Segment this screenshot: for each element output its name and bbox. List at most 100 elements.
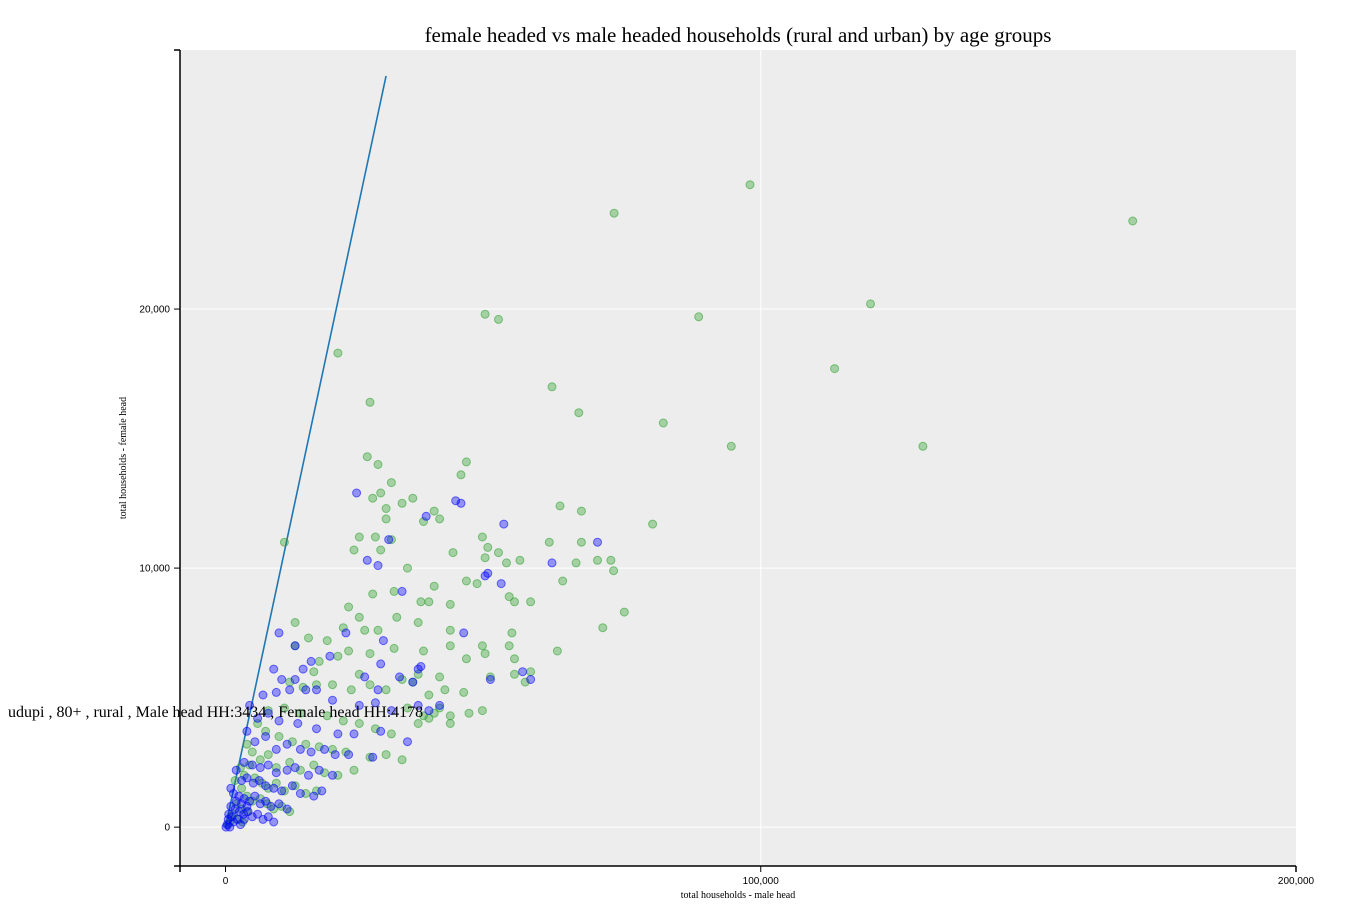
blue-point[interactable] (593, 537, 602, 547)
green-point[interactable] (381, 750, 391, 760)
blue-point[interactable] (261, 781, 271, 791)
green-point[interactable] (609, 566, 619, 576)
green-point[interactable] (309, 667, 319, 677)
blue-point[interactable] (435, 700, 445, 710)
blue-point[interactable] (231, 796, 241, 806)
green-point[interactable] (397, 675, 407, 684)
blue-point[interactable] (370, 698, 380, 708)
green-point[interactable] (419, 711, 428, 721)
green-point[interactable] (290, 781, 300, 791)
green-point[interactable] (648, 519, 658, 529)
green-point[interactable] (918, 441, 928, 451)
blue-point[interactable] (226, 783, 236, 793)
green-point[interactable] (389, 643, 399, 653)
green-point[interactable] (247, 747, 257, 757)
green-point[interactable] (354, 719, 364, 728)
series-green-points[interactable] (223, 180, 1138, 830)
blue-point[interactable] (395, 672, 404, 682)
green-point[interactable] (472, 579, 482, 589)
green-point[interactable] (381, 685, 391, 695)
blue-point[interactable] (221, 822, 231, 832)
blue-point[interactable] (250, 737, 260, 747)
green-point[interactable] (526, 597, 536, 607)
green-point[interactable] (477, 706, 487, 716)
green-point[interactable] (435, 514, 445, 524)
blue-point[interactable] (408, 677, 418, 687)
green-point[interactable] (255, 755, 265, 765)
blue-point[interactable] (266, 801, 276, 811)
blue-point[interactable] (247, 812, 257, 822)
blue-point[interactable] (282, 765, 292, 775)
blue-point[interactable] (349, 729, 359, 739)
green-point[interactable] (314, 742, 324, 752)
green-point[interactable] (576, 506, 586, 516)
blue-point[interactable] (295, 789, 305, 798)
blue-point[interactable] (499, 519, 509, 529)
green-point[interactable] (370, 724, 380, 734)
green-point[interactable] (274, 732, 284, 741)
green-point[interactable] (237, 783, 247, 793)
green-point[interactable] (419, 646, 428, 656)
blue-point[interactable] (282, 739, 292, 749)
green-point[interactable] (381, 514, 391, 524)
green-point[interactable] (386, 729, 396, 739)
blue-point[interactable] (306, 747, 316, 757)
green-point[interactable] (322, 636, 332, 646)
green-point[interactable] (365, 752, 375, 762)
green-point[interactable] (285, 757, 295, 767)
blue-point[interactable] (269, 817, 279, 827)
green-point[interactable] (494, 314, 503, 324)
green-point[interactable] (461, 457, 471, 467)
blue-point[interactable] (263, 812, 273, 822)
blue-point[interactable] (261, 732, 271, 741)
green-point[interactable] (510, 669, 519, 679)
green-point[interactable] (477, 641, 487, 651)
green-point[interactable] (459, 687, 469, 697)
green-point[interactable] (571, 558, 581, 568)
blue-point[interactable] (352, 488, 362, 498)
blue-point[interactable] (274, 716, 284, 726)
green-point[interactable] (381, 504, 391, 513)
green-point[interactable] (504, 641, 514, 651)
green-point[interactable] (290, 618, 300, 627)
blue-point[interactable] (485, 675, 495, 684)
blue-point[interactable] (328, 770, 337, 780)
green-point[interactable] (279, 786, 289, 796)
green-point[interactable] (429, 506, 439, 516)
blue-point[interactable] (287, 781, 297, 791)
blue-point[interactable] (263, 760, 273, 770)
blue-point[interactable] (333, 729, 343, 739)
green-point[interactable] (694, 312, 704, 322)
green-point[interactable] (547, 382, 557, 392)
blue-point[interactable] (416, 662, 426, 671)
green-point[interactable] (619, 607, 629, 617)
blue-point[interactable] (282, 804, 292, 814)
blue-point[interactable] (376, 659, 386, 669)
green-point[interactable] (419, 517, 428, 526)
blue-point[interactable] (459, 628, 469, 638)
blue-point[interactable] (378, 636, 388, 646)
blue-point[interactable] (237, 776, 247, 785)
blue-point[interactable] (245, 700, 255, 710)
blue-point[interactable] (330, 750, 340, 760)
green-point[interactable] (544, 537, 554, 547)
blue-point[interactable] (354, 700, 364, 710)
green-point[interactable] (507, 628, 517, 638)
green-point[interactable] (445, 719, 455, 728)
blue-point[interactable] (269, 664, 279, 674)
blue-point[interactable] (232, 814, 242, 824)
green-point[interactable] (413, 618, 423, 627)
blue-point[interactable] (290, 763, 300, 773)
green-point[interactable] (304, 633, 313, 643)
green-point[interactable] (263, 706, 273, 716)
blue-point[interactable] (231, 765, 241, 775)
green-point[interactable] (344, 602, 354, 612)
blue-point[interactable] (320, 744, 329, 754)
green-point[interactable] (403, 703, 412, 713)
green-point[interactable] (598, 623, 608, 633)
green-point[interactable] (504, 592, 514, 602)
blue-point[interactable] (376, 726, 386, 736)
blue-point[interactable] (242, 773, 252, 783)
blue-point[interactable] (295, 744, 305, 754)
green-point[interactable] (424, 713, 434, 723)
